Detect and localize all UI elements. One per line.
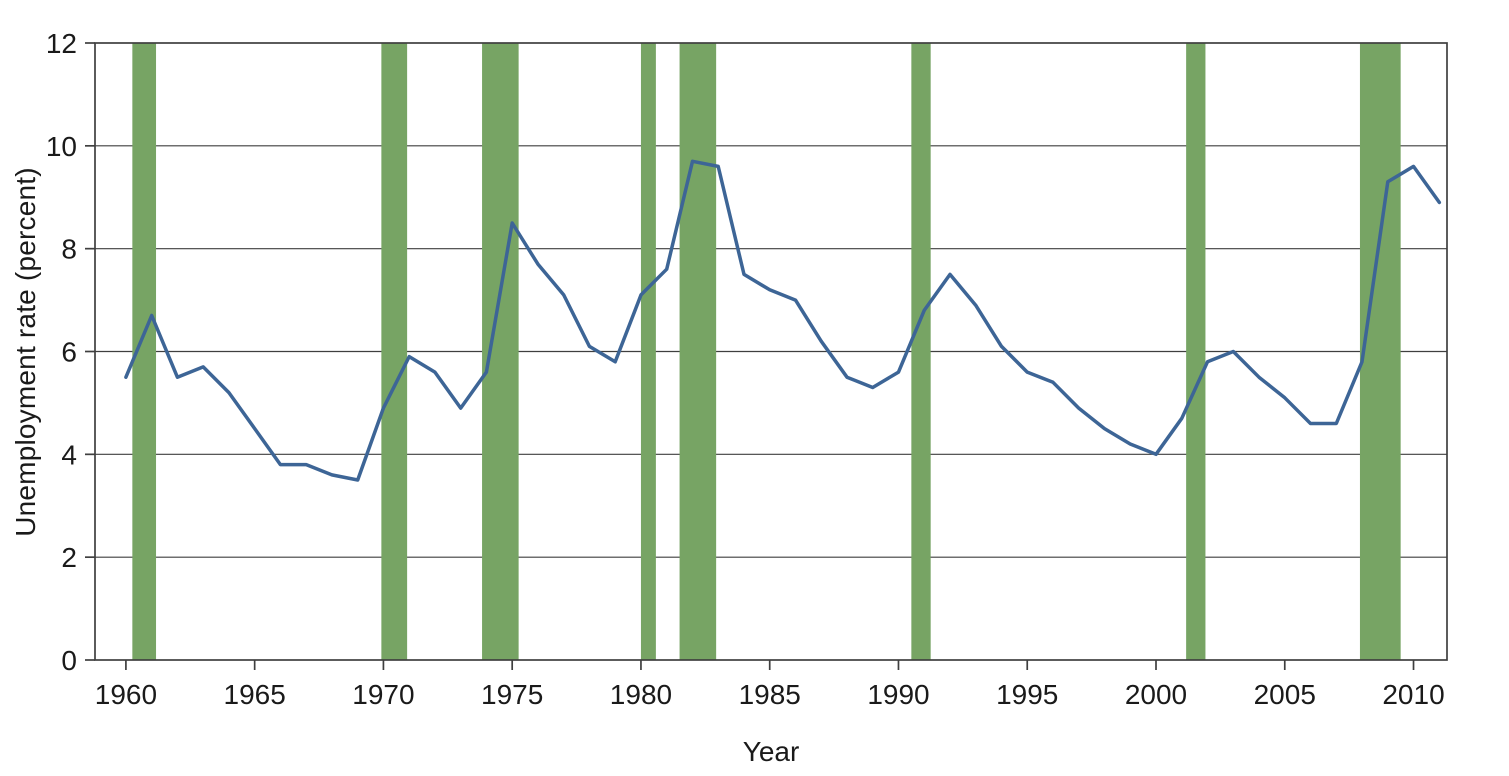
y-tick-label: 4 [61,439,77,470]
x-tick-label: 1980 [610,679,672,710]
x-tick-label: 1960 [95,679,157,710]
x-tick-label: 1985 [739,679,801,710]
unemployment-line [124,159,1442,482]
recession-band [911,43,931,660]
x-tick-label: 2000 [1125,679,1187,710]
recession-band [132,43,157,660]
recession-band [679,43,717,660]
x-axis-label: Year [742,736,800,767]
recession-band [1186,43,1206,660]
recession-band [640,43,656,660]
x-tick-label: 2005 [1254,679,1316,710]
y-tick-label: 2 [61,542,77,573]
x-tick-label: 1990 [867,679,929,710]
y-tick-label: 0 [61,645,77,676]
x-tick-label: 1975 [481,679,543,710]
y-tick-label: 10 [46,131,77,162]
y-tick-label: 8 [61,234,77,265]
y-axis-label: Unemployment rate (percent) [10,167,41,537]
x-tick-label: 1965 [224,679,286,710]
y-tick-label: 12 [46,28,77,59]
recession-band [482,43,519,660]
recession-band [381,43,408,660]
x-tick-label: 1995 [996,679,1058,710]
y-tick-label: 6 [61,337,77,368]
x-tick-label: 2010 [1382,679,1444,710]
x-tick-label: 1970 [352,679,414,710]
recession-band [1359,43,1401,660]
